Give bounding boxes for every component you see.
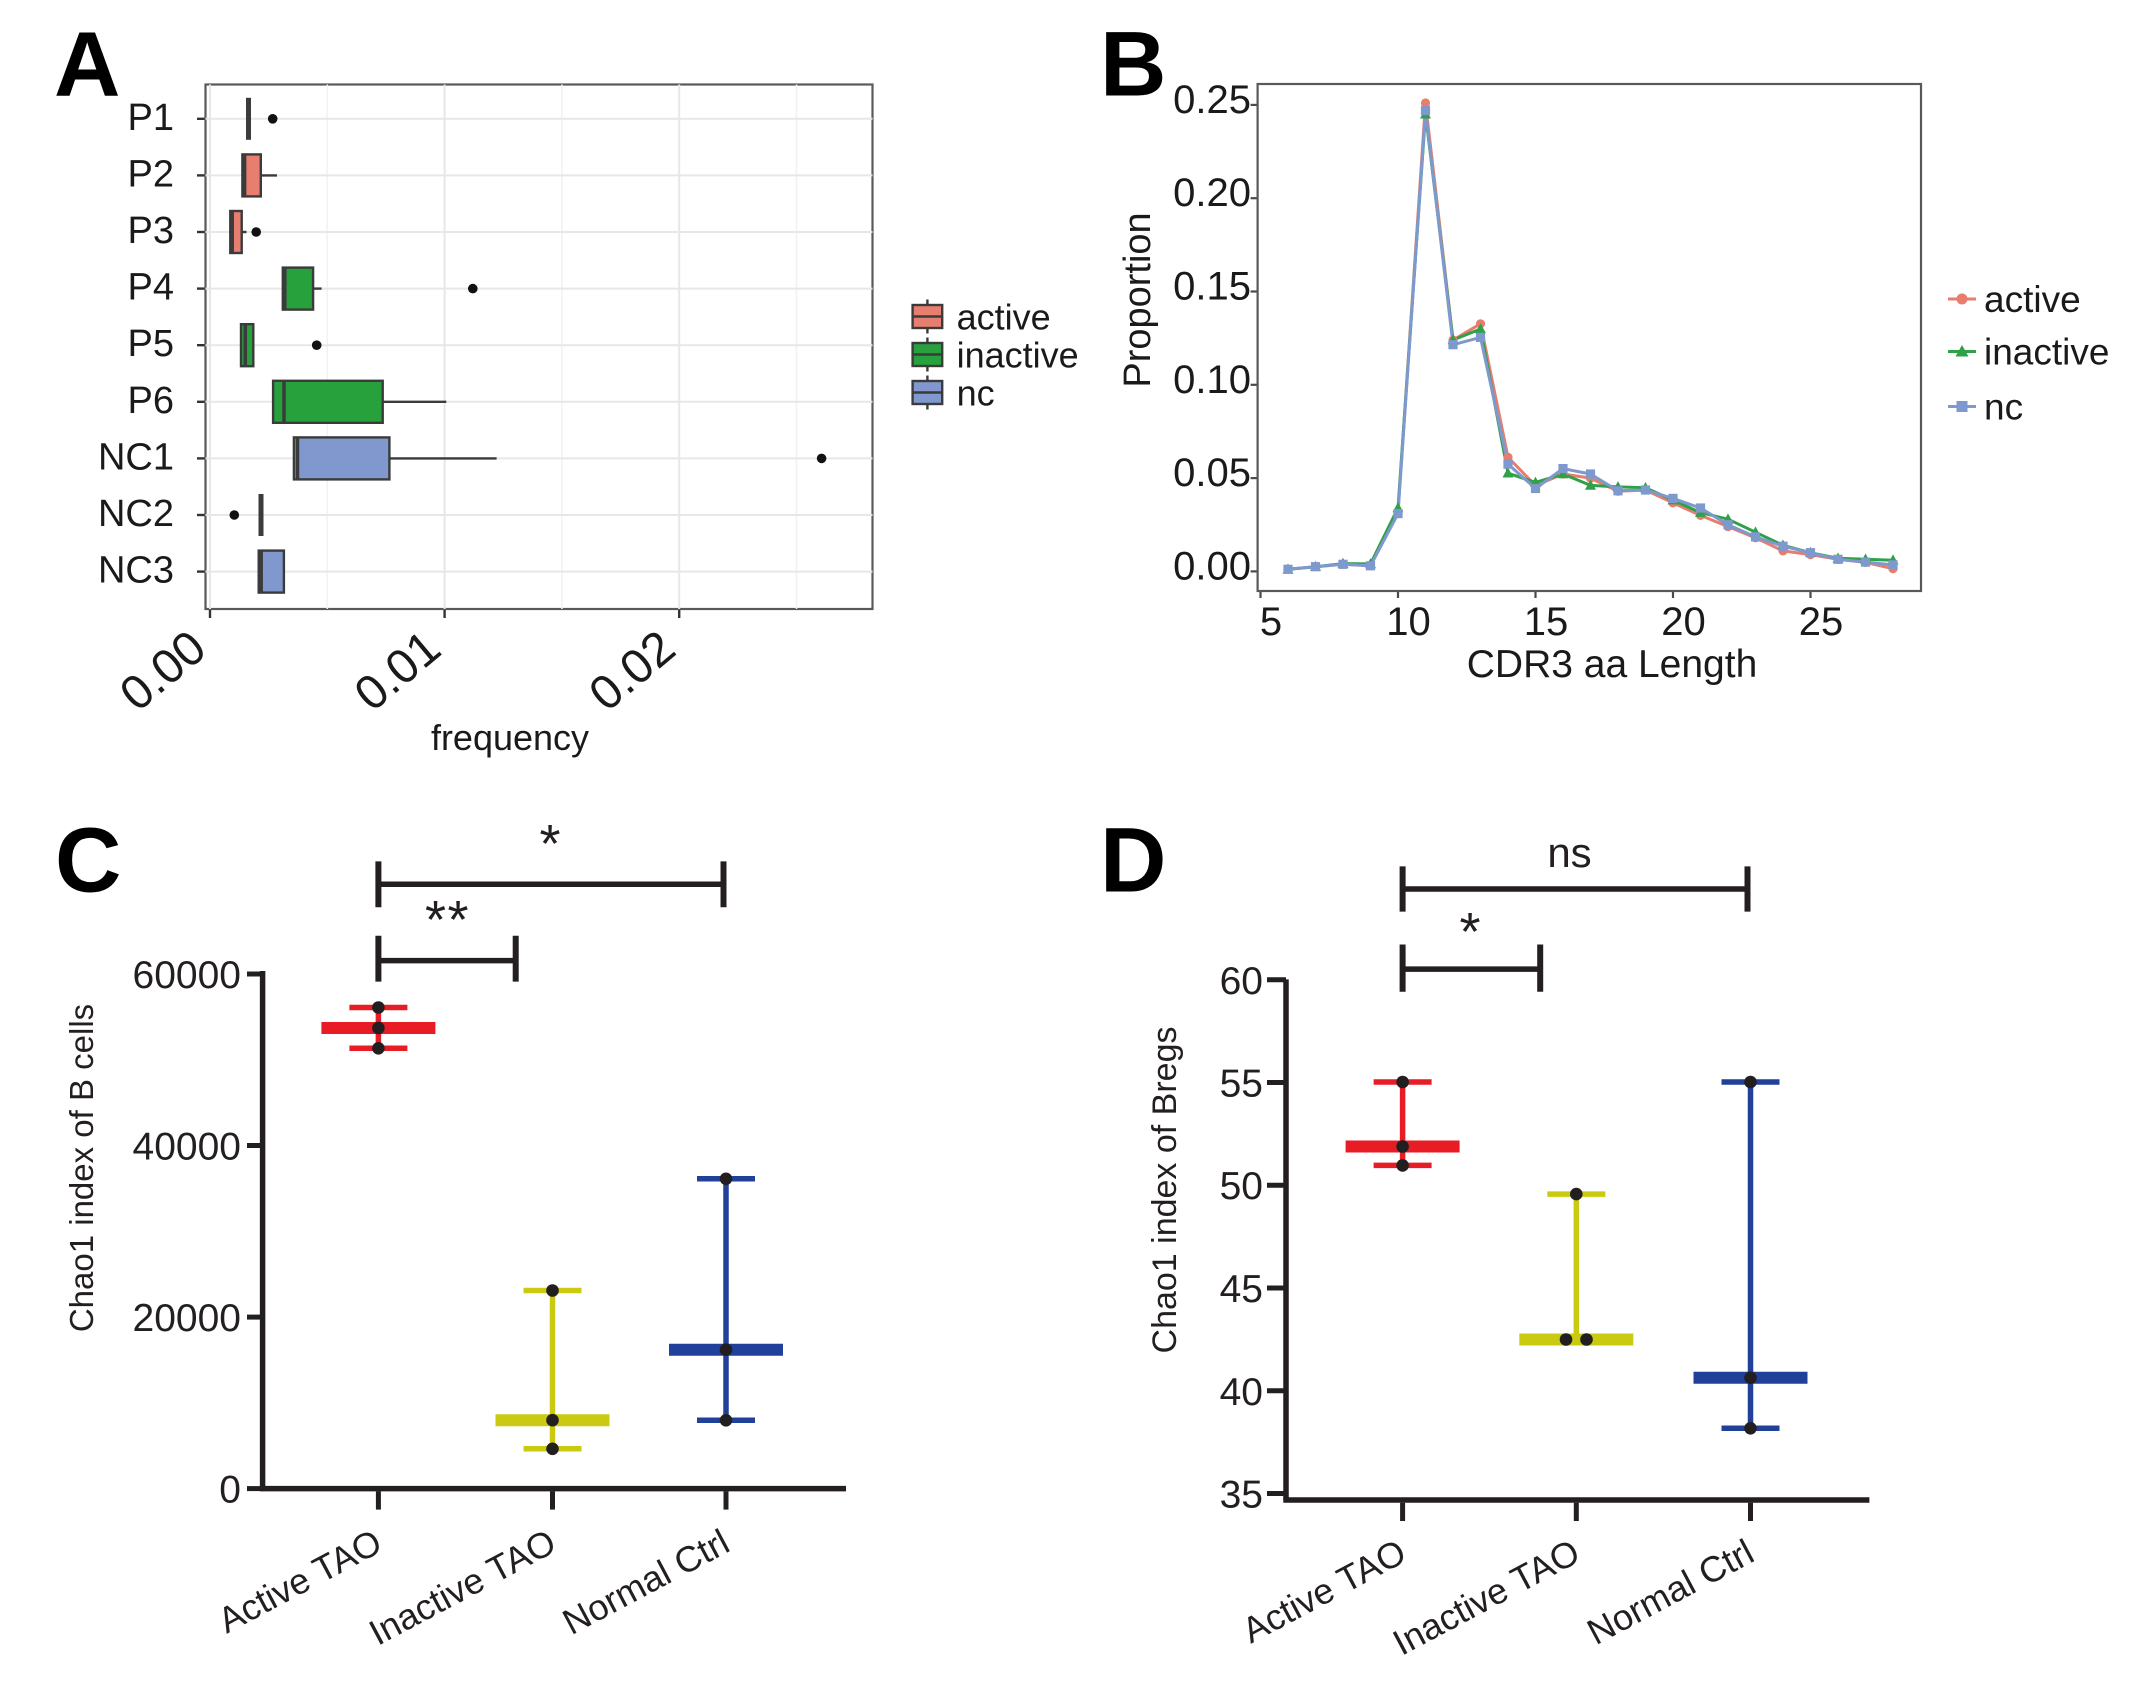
svg-text:50: 50 — [1220, 1165, 1263, 1208]
svg-text:0.20: 0.20 — [1173, 171, 1251, 215]
svg-text:0.05: 0.05 — [1173, 451, 1251, 495]
svg-text:A: A — [54, 14, 120, 116]
svg-text:*: * — [447, 890, 468, 950]
svg-text:20: 20 — [1661, 600, 1706, 644]
svg-text:25: 25 — [1799, 600, 1844, 644]
svg-text:P2: P2 — [128, 153, 174, 195]
svg-text:45: 45 — [1220, 1268, 1263, 1311]
svg-text:5: 5 — [1260, 600, 1282, 644]
svg-text:Proportion: Proportion — [1117, 212, 1159, 387]
svg-text:10: 10 — [1386, 600, 1431, 644]
svg-text:B: B — [1100, 14, 1166, 116]
svg-text:Chao1 index of Bregs: Chao1 index of Bregs — [1146, 1027, 1184, 1354]
svg-text:*: * — [539, 814, 560, 874]
svg-text:P5: P5 — [128, 323, 174, 365]
svg-text:0: 0 — [219, 1469, 241, 1512]
svg-text:*: * — [425, 890, 446, 950]
svg-text:inactive: inactive — [1984, 332, 2109, 373]
svg-text:P1: P1 — [128, 97, 174, 139]
svg-text:active: active — [957, 297, 1051, 338]
svg-text:NC1: NC1 — [98, 436, 174, 478]
svg-text:20000: 20000 — [133, 1297, 241, 1340]
svg-text:0.15: 0.15 — [1173, 265, 1251, 309]
svg-text:*: * — [1459, 902, 1480, 962]
svg-text:0.00: 0.00 — [1173, 544, 1251, 588]
svg-text:Chao1 index of B cells: Chao1 index of B cells — [63, 1004, 100, 1332]
svg-text:0.25: 0.25 — [1173, 78, 1251, 122]
svg-text:60: 60 — [1220, 960, 1263, 1003]
svg-text:nc: nc — [957, 373, 995, 414]
svg-text:CDR3 aa Length: CDR3 aa Length — [1467, 643, 1758, 686]
svg-text:inactive: inactive — [957, 335, 1079, 376]
svg-text:ns: ns — [1547, 829, 1591, 876]
svg-text:frequency: frequency — [431, 717, 589, 758]
svg-text:15: 15 — [1524, 600, 1569, 644]
svg-text:40: 40 — [1220, 1371, 1263, 1414]
svg-text:D: D — [1100, 810, 1166, 912]
svg-text:0.10: 0.10 — [1173, 358, 1251, 402]
svg-text:35: 35 — [1220, 1474, 1263, 1517]
svg-text:P6: P6 — [128, 380, 174, 422]
svg-text:C: C — [55, 810, 121, 912]
svg-text:nc: nc — [1984, 387, 2023, 428]
svg-text:NC3: NC3 — [98, 550, 174, 592]
svg-text:P4: P4 — [128, 267, 174, 309]
svg-text:active: active — [1984, 279, 2081, 320]
svg-text:60000: 60000 — [133, 954, 241, 997]
svg-text:P3: P3 — [128, 210, 174, 252]
svg-text:55: 55 — [1220, 1063, 1263, 1106]
svg-text:40000: 40000 — [133, 1126, 241, 1169]
svg-text:NC2: NC2 — [98, 493, 174, 535]
